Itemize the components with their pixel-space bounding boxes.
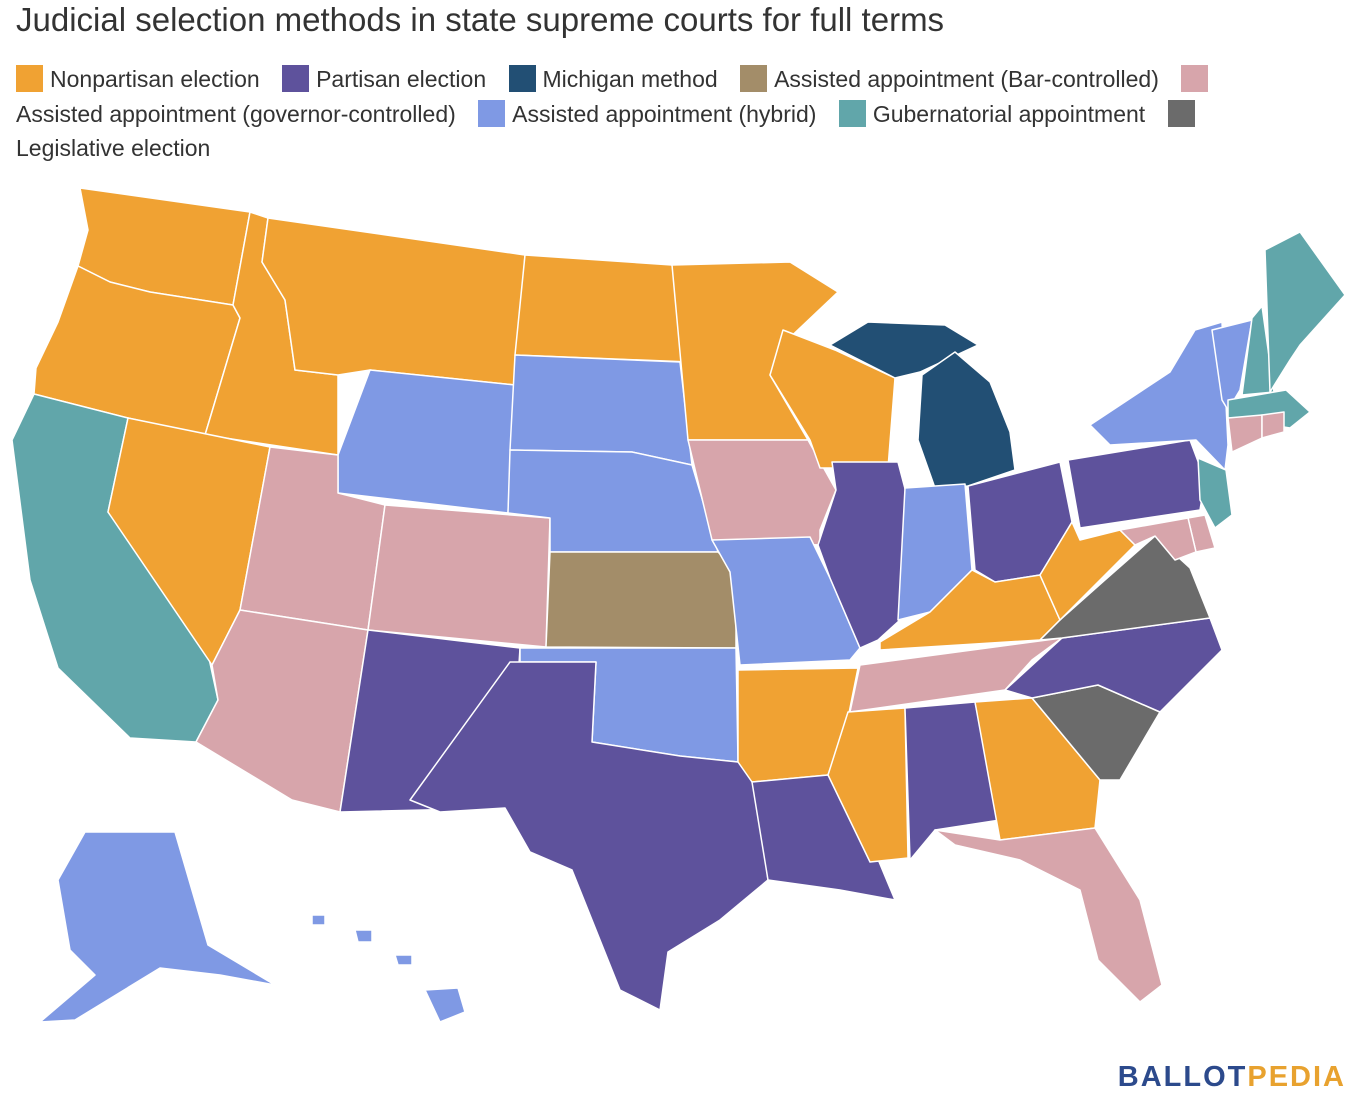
legend-label: Partisan election — [316, 66, 487, 92]
legend-item-partisan: Partisan election — [282, 65, 502, 92]
legend-label: Assisted appointment (hybrid) — [512, 100, 817, 127]
state-tn — [849, 637, 1063, 713]
state-mi — [829, 321, 979, 379]
us-map — [11, 187, 1346, 1023]
state-pa — [1067, 439, 1206, 529]
legend-swatch — [16, 65, 43, 92]
logo-text-pedia: PEDIA — [1247, 1061, 1346, 1093]
map-title: Judicial selection methods in state supr… — [16, 1, 945, 38]
state-nj — [1197, 457, 1233, 529]
logo-text-ballot: BALLOT — [1117, 1061, 1248, 1093]
state-sd — [509, 354, 693, 466]
state-nd — [514, 254, 691, 363]
state-ga — [974, 697, 1101, 841]
state-hi — [354, 929, 373, 943]
state-ny — [1089, 321, 1229, 471]
state-tx — [409, 661, 769, 1011]
state-ia — [687, 439, 837, 546]
state-ri — [1261, 411, 1285, 439]
legend-label: Assisted appointment (governor-controlle… — [16, 100, 456, 127]
state-mt — [261, 217, 526, 386]
legend-item-legislative: Legislative election — [16, 99, 1202, 161]
state-il — [817, 461, 909, 649]
legend-swatch — [478, 99, 506, 127]
legend-item-hybrid: Assisted appointment (hybrid) — [478, 99, 832, 127]
state-md — [1119, 517, 1197, 561]
legend-label: Legislative election — [16, 135, 211, 161]
state-ct — [1227, 414, 1263, 453]
state-hi — [311, 914, 326, 926]
state-ms — [827, 707, 909, 863]
state-wy — [337, 369, 516, 514]
state-hi — [424, 987, 466, 1023]
legend-item-nonpartisan: Nonpartisan election — [16, 65, 276, 92]
legend-label: Gubernatorial appointment — [872, 100, 1146, 127]
legend-swatch — [1181, 65, 1209, 92]
legend-item-michigan: Michigan method — [508, 65, 734, 92]
legend-swatch — [740, 65, 768, 92]
state-fl — [934, 827, 1163, 1003]
legend-item-gubernatorial: Gubernatorial appointment — [838, 99, 1161, 127]
legend-swatch — [508, 65, 536, 92]
legend-label: Michigan method — [542, 66, 718, 92]
state-hi — [394, 954, 413, 966]
state-me — [1264, 231, 1346, 393]
state-ks — [545, 551, 737, 649]
state-mo — [711, 536, 861, 666]
legend-swatch — [1167, 99, 1195, 127]
legend-item-governor-controlled: Assisted appointment (governor-controlle… — [16, 65, 1215, 127]
ballotpedia-logo: BALLOTPEDIA — [1118, 1061, 1346, 1094]
legend-swatch — [282, 65, 310, 92]
legend: Nonpartisan election Partisan election M… — [16, 62, 1256, 166]
state-mi — [917, 351, 1016, 489]
legend-label: Nonpartisan election — [50, 66, 260, 92]
state-al — [904, 701, 1001, 861]
legend-item-bar-controlled: Assisted appointment (Bar-controlled) — [740, 65, 1175, 92]
state-ak — [39, 831, 276, 1023]
legend-label: Assisted appointment (Bar-controlled) — [774, 66, 1159, 92]
state-co — [367, 504, 551, 648]
legend-swatch — [838, 99, 866, 127]
